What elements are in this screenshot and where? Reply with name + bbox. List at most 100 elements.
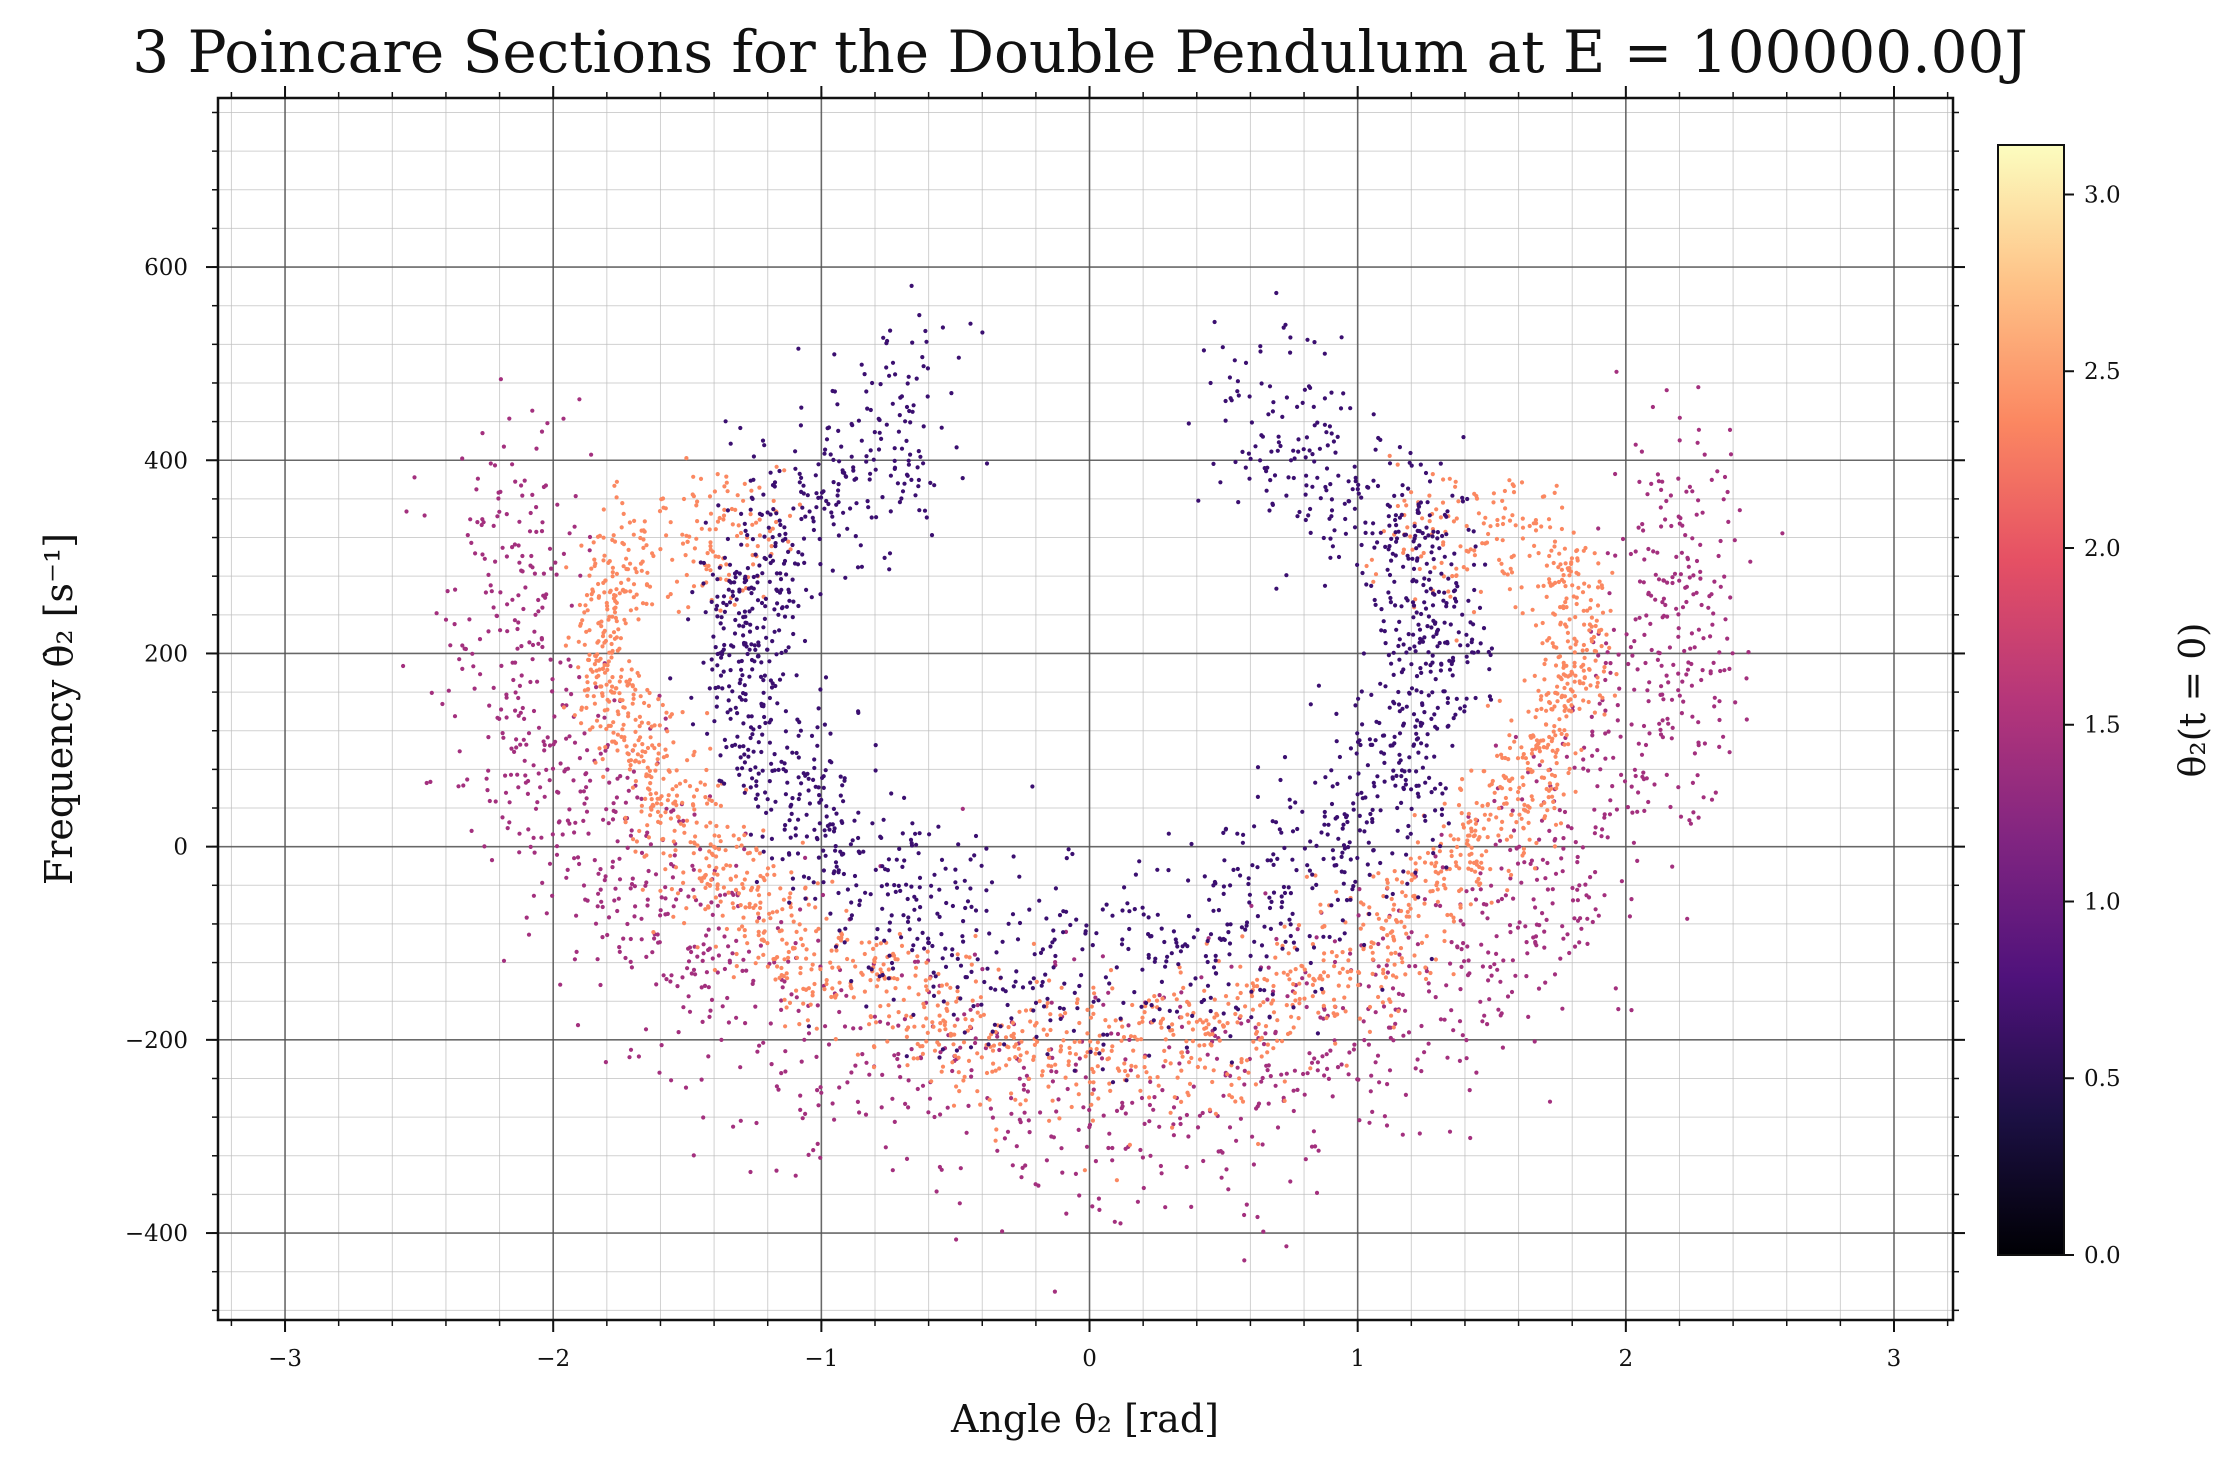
scatter-point — [1553, 822, 1559, 827]
scatter-point — [674, 768, 679, 773]
scatter-point — [1019, 1175, 1024, 1180]
scatter-point — [1506, 778, 1511, 783]
scatter-point — [1284, 1003, 1289, 1008]
scatter-point — [721, 513, 727, 518]
scatter-point — [1578, 681, 1583, 686]
scatter-point — [1454, 573, 1459, 579]
scatter-point — [799, 516, 804, 522]
scatter-point — [987, 931, 992, 936]
scatter-point — [796, 796, 801, 802]
scatter-point — [973, 979, 979, 984]
scatter-point — [1487, 997, 1492, 1002]
scatter-point — [481, 520, 486, 525]
scatter-point — [1438, 781, 1443, 787]
scatter-point — [664, 533, 669, 538]
scatter-point — [1533, 905, 1538, 910]
scatter-point — [1442, 620, 1447, 625]
scatter-point — [1261, 1042, 1267, 1047]
scatter-point — [605, 932, 610, 938]
scatter-point — [1347, 775, 1352, 780]
scatter-point — [1554, 786, 1559, 791]
scatter-point — [1593, 870, 1598, 875]
scatter-point — [1340, 950, 1345, 955]
scatter-point — [1225, 1021, 1230, 1026]
scatter-point — [640, 601, 646, 606]
scatter-point — [1722, 574, 1727, 579]
scatter-point — [1491, 491, 1496, 496]
scatter-point — [469, 828, 474, 834]
scatter-point — [1489, 883, 1494, 888]
scatter-point — [1213, 958, 1218, 963]
scatter-point — [1409, 490, 1414, 495]
scatter-point — [811, 1148, 816, 1153]
scatter-point — [638, 561, 644, 566]
scatter-point — [1346, 845, 1351, 850]
scatter-point — [1521, 807, 1527, 812]
scatter-point — [1561, 605, 1566, 611]
scatter-point — [748, 511, 753, 517]
scatter-point — [780, 985, 785, 990]
scatter-point — [1407, 690, 1412, 695]
scatter-point — [1588, 606, 1593, 611]
scatter-point — [939, 425, 944, 430]
scatter-point — [845, 956, 850, 962]
scatter-point — [1394, 627, 1399, 632]
scatter-point — [646, 868, 651, 874]
scatter-point — [1607, 645, 1612, 651]
scatter-point — [596, 871, 601, 876]
scatter-point — [1195, 1125, 1201, 1130]
scatter-point — [1325, 974, 1331, 979]
scatter-point — [644, 601, 649, 607]
scatter-point — [890, 1025, 895, 1030]
scatter-point — [598, 724, 603, 729]
scatter-point — [643, 883, 648, 888]
scatter-point — [1279, 894, 1284, 899]
scatter-point — [1290, 829, 1296, 834]
scatter-point — [1163, 1205, 1168, 1210]
scatter-point — [1151, 1018, 1156, 1023]
scatter-point — [1598, 767, 1603, 772]
scatter-point — [1646, 799, 1651, 805]
scatter-point — [1140, 1155, 1145, 1160]
scatter-point — [1420, 701, 1425, 706]
scatter-point — [1441, 598, 1446, 603]
scatter-point — [815, 1088, 820, 1093]
scatter-point — [1330, 1094, 1335, 1099]
scatter-point — [1429, 790, 1434, 795]
scatter-point — [807, 801, 813, 806]
scatter-point — [858, 1026, 863, 1031]
scatter-point — [1322, 1073, 1327, 1078]
scatter-point — [1130, 1002, 1135, 1008]
scatter-point — [1611, 627, 1616, 633]
scatter-point — [936, 990, 941, 995]
scatter-point — [779, 606, 785, 611]
scatter-point — [1533, 623, 1539, 628]
scatter-point — [512, 542, 518, 547]
scatter-point — [803, 514, 808, 519]
scatter-point — [1588, 598, 1593, 603]
scatter-point — [1670, 580, 1675, 586]
scatter-point — [773, 683, 778, 689]
scatter-point — [648, 792, 653, 797]
scatter-point — [1718, 668, 1723, 674]
scatter-point — [1291, 982, 1296, 987]
scatter-point — [1507, 478, 1512, 483]
scatter-point — [1385, 885, 1390, 890]
scatter-point — [714, 695, 720, 700]
scatter-point — [639, 809, 644, 814]
scatter-point — [1403, 893, 1408, 899]
scatter-point — [734, 964, 739, 969]
scatter-point — [1567, 766, 1572, 772]
scatter-point — [703, 872, 708, 878]
scatter-point — [920, 1044, 925, 1049]
scatter-point — [1658, 727, 1663, 733]
scatter-point — [676, 609, 681, 615]
scatter-point — [1010, 1020, 1016, 1025]
scatter-point — [878, 967, 883, 972]
scatter-point — [1147, 1053, 1152, 1058]
scatter-point — [921, 364, 926, 369]
scatter-point — [1520, 611, 1525, 616]
scatter-point — [1473, 828, 1478, 833]
scatter-point — [684, 456, 689, 461]
scatter-point — [782, 979, 787, 984]
